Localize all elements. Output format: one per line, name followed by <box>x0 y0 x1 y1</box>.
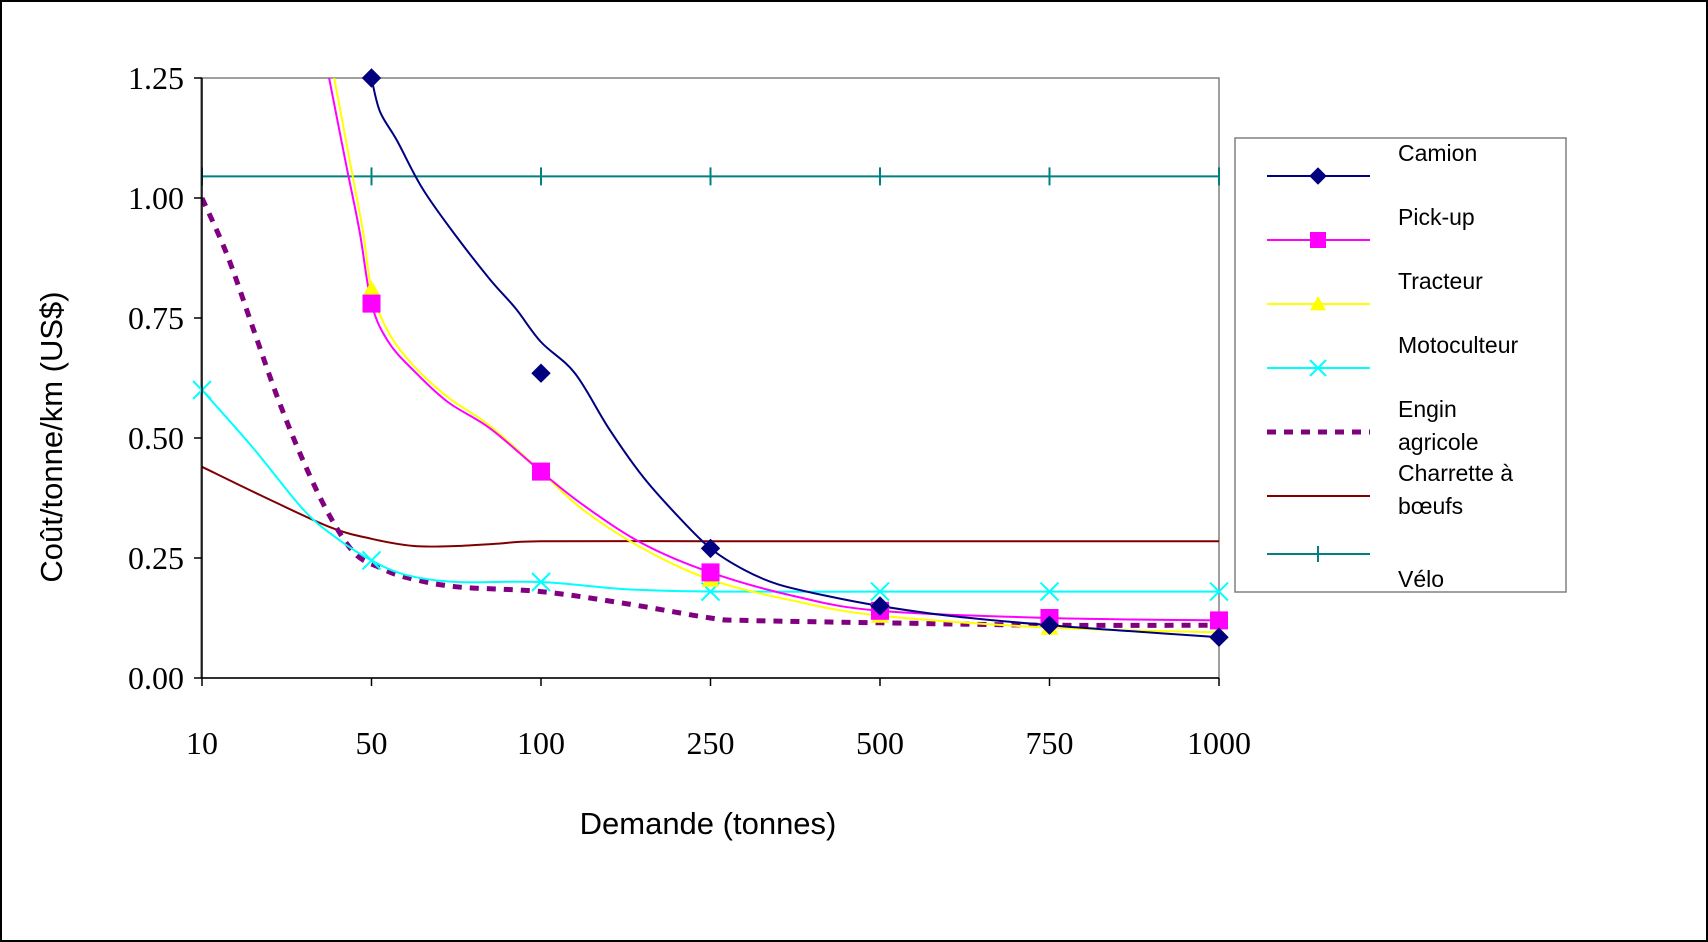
y-tick-label: 0.50 <box>128 420 184 456</box>
legend-label-engin-agricole: Engin <box>1398 396 1457 422</box>
data-point-camion <box>531 363 551 383</box>
legend-marker-tracteur <box>1310 296 1326 311</box>
legend-label-motoculteur: Motoculteur <box>1398 332 1519 358</box>
legend: Camion Pick-up Tracteur Motoculteur Engin agr… <box>1234 137 1567 593</box>
legend-label-velo: Vélo <box>1398 566 1444 592</box>
legend-marker-pick-up <box>1310 232 1326 248</box>
legend-marker-camion <box>1309 167 1327 185</box>
legend-label-camion: Camion <box>1398 140 1477 166</box>
legend-marker-motoculteur <box>1309 359 1327 377</box>
y-axis-title: Coût/tonne/km (US$) <box>34 291 69 582</box>
data-point-camion <box>1039 615 1060 635</box>
data-point-pick-up <box>532 462 550 481</box>
x-tick-label: 1000 <box>1187 725 1251 761</box>
y-tick-label: 0.25 <box>128 540 184 576</box>
x-axis-title: Demande (tonnes) <box>580 806 837 841</box>
series-line-engin-agricole <box>201 196 1220 628</box>
data-point-motoculteur <box>1209 581 1229 602</box>
legend-label-engin-agricole: agricole <box>1398 429 1479 455</box>
data-point-camion <box>1209 627 1229 647</box>
legend-label-pick-up: Pick-up <box>1398 204 1475 230</box>
x-tick-label: 10 <box>186 725 218 761</box>
y-tick-label: 0.00 <box>128 660 184 696</box>
data-point-pick-up <box>362 294 381 313</box>
data-point-pick-up <box>701 563 720 582</box>
legend-box <box>1234 137 1567 593</box>
x-tick-label: 500 <box>856 725 904 761</box>
legend-label-charrette-a-b-ufs: Charrette à <box>1398 460 1513 486</box>
data-point-motoculteur <box>1039 581 1060 602</box>
data-point-camion <box>361 68 382 88</box>
legend-label-tracteur: Tracteur <box>1398 268 1483 294</box>
x-tick-label: 750 <box>1026 725 1074 761</box>
series-line-camion <box>370 77 1220 639</box>
y-tick-label: 1.25 <box>128 60 184 96</box>
data-point-tracteur <box>362 280 381 297</box>
y-tick-label: 0.75 <box>128 300 184 336</box>
series-line-charrette-a-b-ufs <box>201 465 1219 548</box>
x-tick-label: 50 <box>356 725 388 761</box>
data-point-camion <box>700 538 721 559</box>
data-point-camion <box>870 596 890 616</box>
data-point-pick-up <box>1210 611 1228 630</box>
data-point-motoculteur <box>531 572 551 592</box>
legend-label-charrette-a-b-ufs: bœufs <box>1398 493 1463 519</box>
data-point-motoculteur <box>361 550 382 571</box>
x-tick-label: 100 <box>517 725 565 761</box>
data-point-motoculteur <box>870 581 890 602</box>
x-tick-label: 250 <box>687 725 735 761</box>
axes-layer: 0.00 0.25 0.50 0.75 1.00 1.25 10 50 100 250 500 750… <box>128 60 1251 761</box>
y-tick-label: 1.00 <box>128 180 184 216</box>
